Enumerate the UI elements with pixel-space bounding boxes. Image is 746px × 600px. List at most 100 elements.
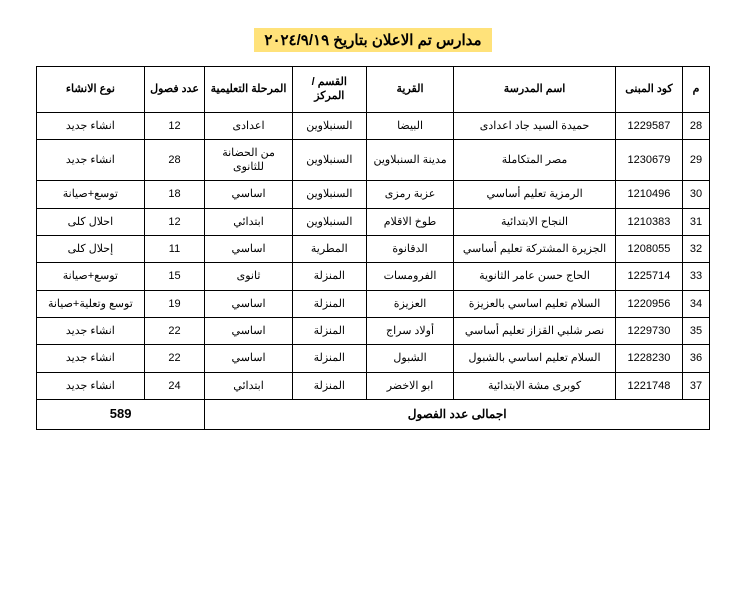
col-header-village: القرية: [366, 67, 453, 113]
cell-classes: 22: [144, 345, 205, 372]
cell-type: توسع+صيانة: [37, 263, 145, 290]
cell-school: مصر المتكاملة: [454, 139, 616, 181]
cell-code: 1220956: [615, 290, 682, 317]
cell-type: توسع+صيانة: [37, 181, 145, 208]
cell-code: 1230679: [615, 139, 682, 181]
cell-stage: اساسي: [205, 345, 292, 372]
cell-village: الفرومسات: [366, 263, 453, 290]
cell-school: الرمزية تعليم أساسي: [454, 181, 616, 208]
title-wrap: مدارس تم الاعلان بتاريخ ٢٠٢٤/٩/١٩: [36, 28, 710, 52]
cell-school: السلام تعليم اساسي بالعزيزة: [454, 290, 616, 317]
document-page: مدارس تم الاعلان بتاريخ ٢٠٢٤/٩/١٩ م كود …: [0, 0, 746, 600]
cell-markaz: المنزلة: [292, 290, 366, 317]
cell-stage: اساسي: [205, 290, 292, 317]
page-title: مدارس تم الاعلان بتاريخ ٢٠٢٤/٩/١٩: [254, 28, 491, 52]
cell-classes: 18: [144, 181, 205, 208]
table-row: 341220956السلام تعليم اساسي بالعزيزةالعز…: [37, 290, 710, 317]
cell-classes: 24: [144, 372, 205, 399]
cell-seq: 37: [683, 372, 710, 399]
cell-seq: 30: [683, 181, 710, 208]
table-header-row: م كود المبنى اسم المدرسة القرية القسم / …: [37, 67, 710, 113]
cell-code: 1210383: [615, 208, 682, 235]
cell-markaz: السنبلاوين: [292, 112, 366, 139]
cell-school: كوبرى مشة الابتدائية: [454, 372, 616, 399]
cell-code: 1208055: [615, 236, 682, 263]
cell-stage: اساسي: [205, 317, 292, 344]
cell-village: الشبول: [366, 345, 453, 372]
cell-markaz: المنزلة: [292, 317, 366, 344]
cell-classes: 12: [144, 208, 205, 235]
cell-type: إحلال كلى: [37, 236, 145, 263]
cell-type: انشاء جديد: [37, 317, 145, 344]
cell-village: أولاد سراج: [366, 317, 453, 344]
cell-stage: ثانوى: [205, 263, 292, 290]
cell-village: ابو الاخضر: [366, 372, 453, 399]
col-header-school: اسم المدرسة: [454, 67, 616, 113]
cell-seq: 36: [683, 345, 710, 372]
table-row: 291230679مصر المتكاملةمدينة السنبلاوينال…: [37, 139, 710, 181]
cell-type: احلال كلى: [37, 208, 145, 235]
cell-stage: من الحضانة للثانوى: [205, 139, 292, 181]
table-row: 311210383النجاح الابتدائيةطوخ الاقلامالس…: [37, 208, 710, 235]
cell-stage: ابتدائي: [205, 372, 292, 399]
table-row: 371221748كوبرى مشة الابتدائيةابو الاخضرا…: [37, 372, 710, 399]
table-row: 351229730نصر شلبي القزاز تعليم أساسيأولا…: [37, 317, 710, 344]
table-row: 361228230السلام تعليم اساسي بالشبولالشبو…: [37, 345, 710, 372]
cell-stage: اعدادى: [205, 112, 292, 139]
cell-school: الحاج حسن عامر الثانوية: [454, 263, 616, 290]
cell-seq: 28: [683, 112, 710, 139]
cell-type: انشاء جديد: [37, 372, 145, 399]
cell-classes: 15: [144, 263, 205, 290]
table-row: 331225714الحاج حسن عامر الثانويةالفرومسا…: [37, 263, 710, 290]
cell-markaz: السنبلاوين: [292, 139, 366, 181]
cell-seq: 29: [683, 139, 710, 181]
cell-seq: 34: [683, 290, 710, 317]
total-label: اجمالى عدد الفصول: [205, 399, 710, 429]
cell-type: انشاء جديد: [37, 345, 145, 372]
cell-village: العزيزة: [366, 290, 453, 317]
cell-stage: اساسي: [205, 236, 292, 263]
cell-type: توسع وتعلية+صيانة: [37, 290, 145, 317]
table-total-row: اجمالى عدد الفصول 589: [37, 399, 710, 429]
cell-classes: 19: [144, 290, 205, 317]
cell-code: 1229730: [615, 317, 682, 344]
cell-seq: 35: [683, 317, 710, 344]
col-header-seq: م: [683, 67, 710, 113]
cell-markaz: المنزلة: [292, 372, 366, 399]
cell-markaz: المنزلة: [292, 263, 366, 290]
cell-village: البيضا: [366, 112, 453, 139]
schools-table: م كود المبنى اسم المدرسة القرية القسم / …: [36, 66, 710, 430]
cell-village: طوخ الاقلام: [366, 208, 453, 235]
cell-village: مدينة السنبلاوين: [366, 139, 453, 181]
cell-markaz: السنبلاوين: [292, 208, 366, 235]
cell-type: انشاء جديد: [37, 112, 145, 139]
cell-markaz: المطرية: [292, 236, 366, 263]
cell-school: نصر شلبي القزاز تعليم أساسي: [454, 317, 616, 344]
table-row: 301210496الرمزية تعليم أساسيعزبة رمزىالس…: [37, 181, 710, 208]
cell-seq: 33: [683, 263, 710, 290]
col-header-markaz: القسم / المركز: [292, 67, 366, 113]
cell-markaz: المنزلة: [292, 345, 366, 372]
cell-school: النجاح الابتدائية: [454, 208, 616, 235]
cell-classes: 22: [144, 317, 205, 344]
col-header-stage: المرحلة التعليمية: [205, 67, 292, 113]
cell-school: حميدة السيد جاد اعدادى: [454, 112, 616, 139]
cell-code: 1221748: [615, 372, 682, 399]
total-value: 589: [37, 399, 205, 429]
table-row: 321208055الجزيرة المشتركة تعليم أساسيالد…: [37, 236, 710, 263]
col-header-code: كود المبنى: [615, 67, 682, 113]
cell-village: الدقانوة: [366, 236, 453, 263]
cell-village: عزبة رمزى: [366, 181, 453, 208]
cell-classes: 11: [144, 236, 205, 263]
cell-seq: 32: [683, 236, 710, 263]
table-row: 281229587حميدة السيد جاد اعدادىالبيضاالس…: [37, 112, 710, 139]
cell-classes: 12: [144, 112, 205, 139]
col-header-type: نوع الانشاء: [37, 67, 145, 113]
cell-stage: ابتدائي: [205, 208, 292, 235]
cell-code: 1229587: [615, 112, 682, 139]
cell-markaz: السنبلاوين: [292, 181, 366, 208]
cell-type: انشاء جديد: [37, 139, 145, 181]
cell-school: السلام تعليم اساسي بالشبول: [454, 345, 616, 372]
cell-code: 1228230: [615, 345, 682, 372]
cell-seq: 31: [683, 208, 710, 235]
